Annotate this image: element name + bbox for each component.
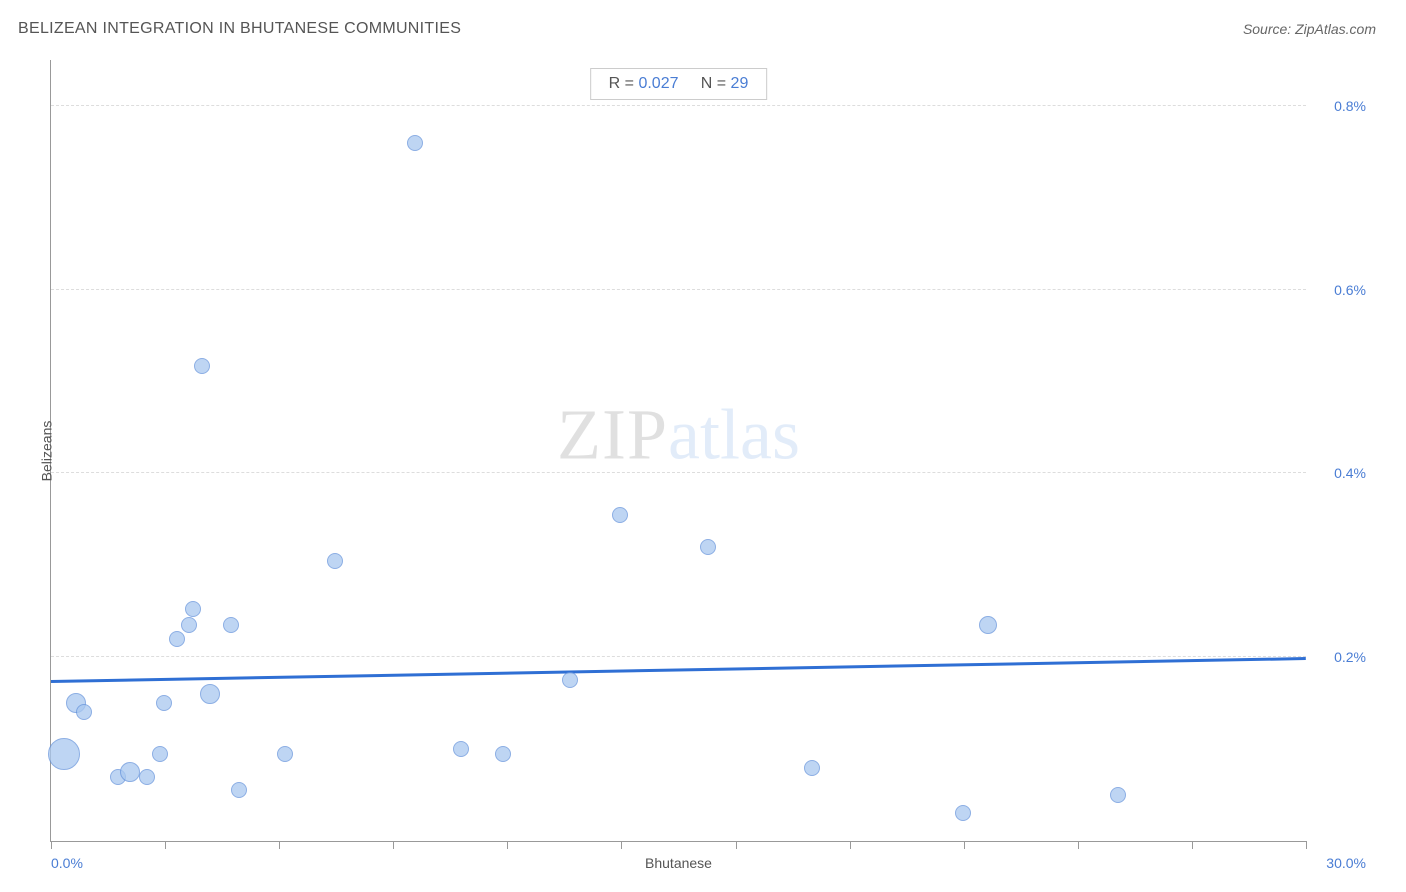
scatter-point [76,704,92,720]
stats-n-value: 29 [731,75,749,92]
x-axis-tick [1192,841,1193,849]
scatter-point [185,601,201,617]
gridline-h [51,105,1306,106]
scatter-point [156,695,172,711]
scatter-point [277,746,293,762]
y-tick-label: 0.8% [1334,98,1366,114]
x-axis-tick [1306,841,1307,849]
scatter-point [139,769,155,785]
scatter-point [1110,787,1126,803]
gridline-h [51,289,1306,290]
stats-r-label: R = [609,75,639,92]
scatter-point [327,553,343,569]
watermark-atlas: atlas [668,394,800,474]
scatter-point [181,617,197,633]
gridline-h [51,656,1306,657]
plot-area: ZIPatlas R = 0.027 N = 29 0.0% 30.0% Bhu… [50,60,1306,842]
watermark: ZIPatlas [557,393,800,476]
x-axis-tick [51,841,52,849]
x-max-label: 30.0% [1326,855,1366,871]
chart-header: BELIZEAN INTEGRATION IN BHUTANESE COMMUN… [0,0,1406,48]
chart-title: BELIZEAN INTEGRATION IN BHUTANESE COMMUN… [18,20,461,38]
scatter-point [223,617,239,633]
scatter-point [169,631,185,647]
scatter-point [804,760,820,776]
x-min-label: 0.0% [51,855,83,871]
scatter-point [152,746,168,762]
scatter-point [700,539,716,555]
scatter-point [407,135,423,151]
scatter-point [231,782,247,798]
stats-box: R = 0.027 N = 29 [590,68,768,100]
scatter-point [120,762,140,782]
gridline-h [51,472,1306,473]
x-axis-tick [850,841,851,849]
x-axis-tick [964,841,965,849]
chart-container: ZIPatlas R = 0.027 N = 29 0.0% 30.0% Bhu… [50,60,1306,842]
stats-r-value: 0.027 [638,75,678,92]
x-axis-tick [507,841,508,849]
y-tick-label: 0.2% [1334,649,1366,665]
y-tick-label: 0.6% [1334,282,1366,298]
x-axis-tick [621,841,622,849]
x-axis-tick [1078,841,1079,849]
watermark-zip: ZIP [557,394,668,474]
scatter-point [48,738,80,770]
scatter-point [562,672,578,688]
scatter-point [495,746,511,762]
stats-n-label: N = [701,75,731,92]
y-tick-label: 0.4% [1334,465,1366,481]
scatter-point [612,507,628,523]
chart-source: Source: ZipAtlas.com [1243,21,1376,37]
x-axis-tick [165,841,166,849]
scatter-point [200,684,220,704]
scatter-point [955,805,971,821]
x-axis-title: Bhutanese [645,855,712,871]
scatter-point [979,616,997,634]
scatter-point [453,741,469,757]
x-axis-tick [736,841,737,849]
scatter-point [194,358,210,374]
x-axis-tick [393,841,394,849]
x-axis-tick [279,841,280,849]
trendline [51,657,1306,682]
